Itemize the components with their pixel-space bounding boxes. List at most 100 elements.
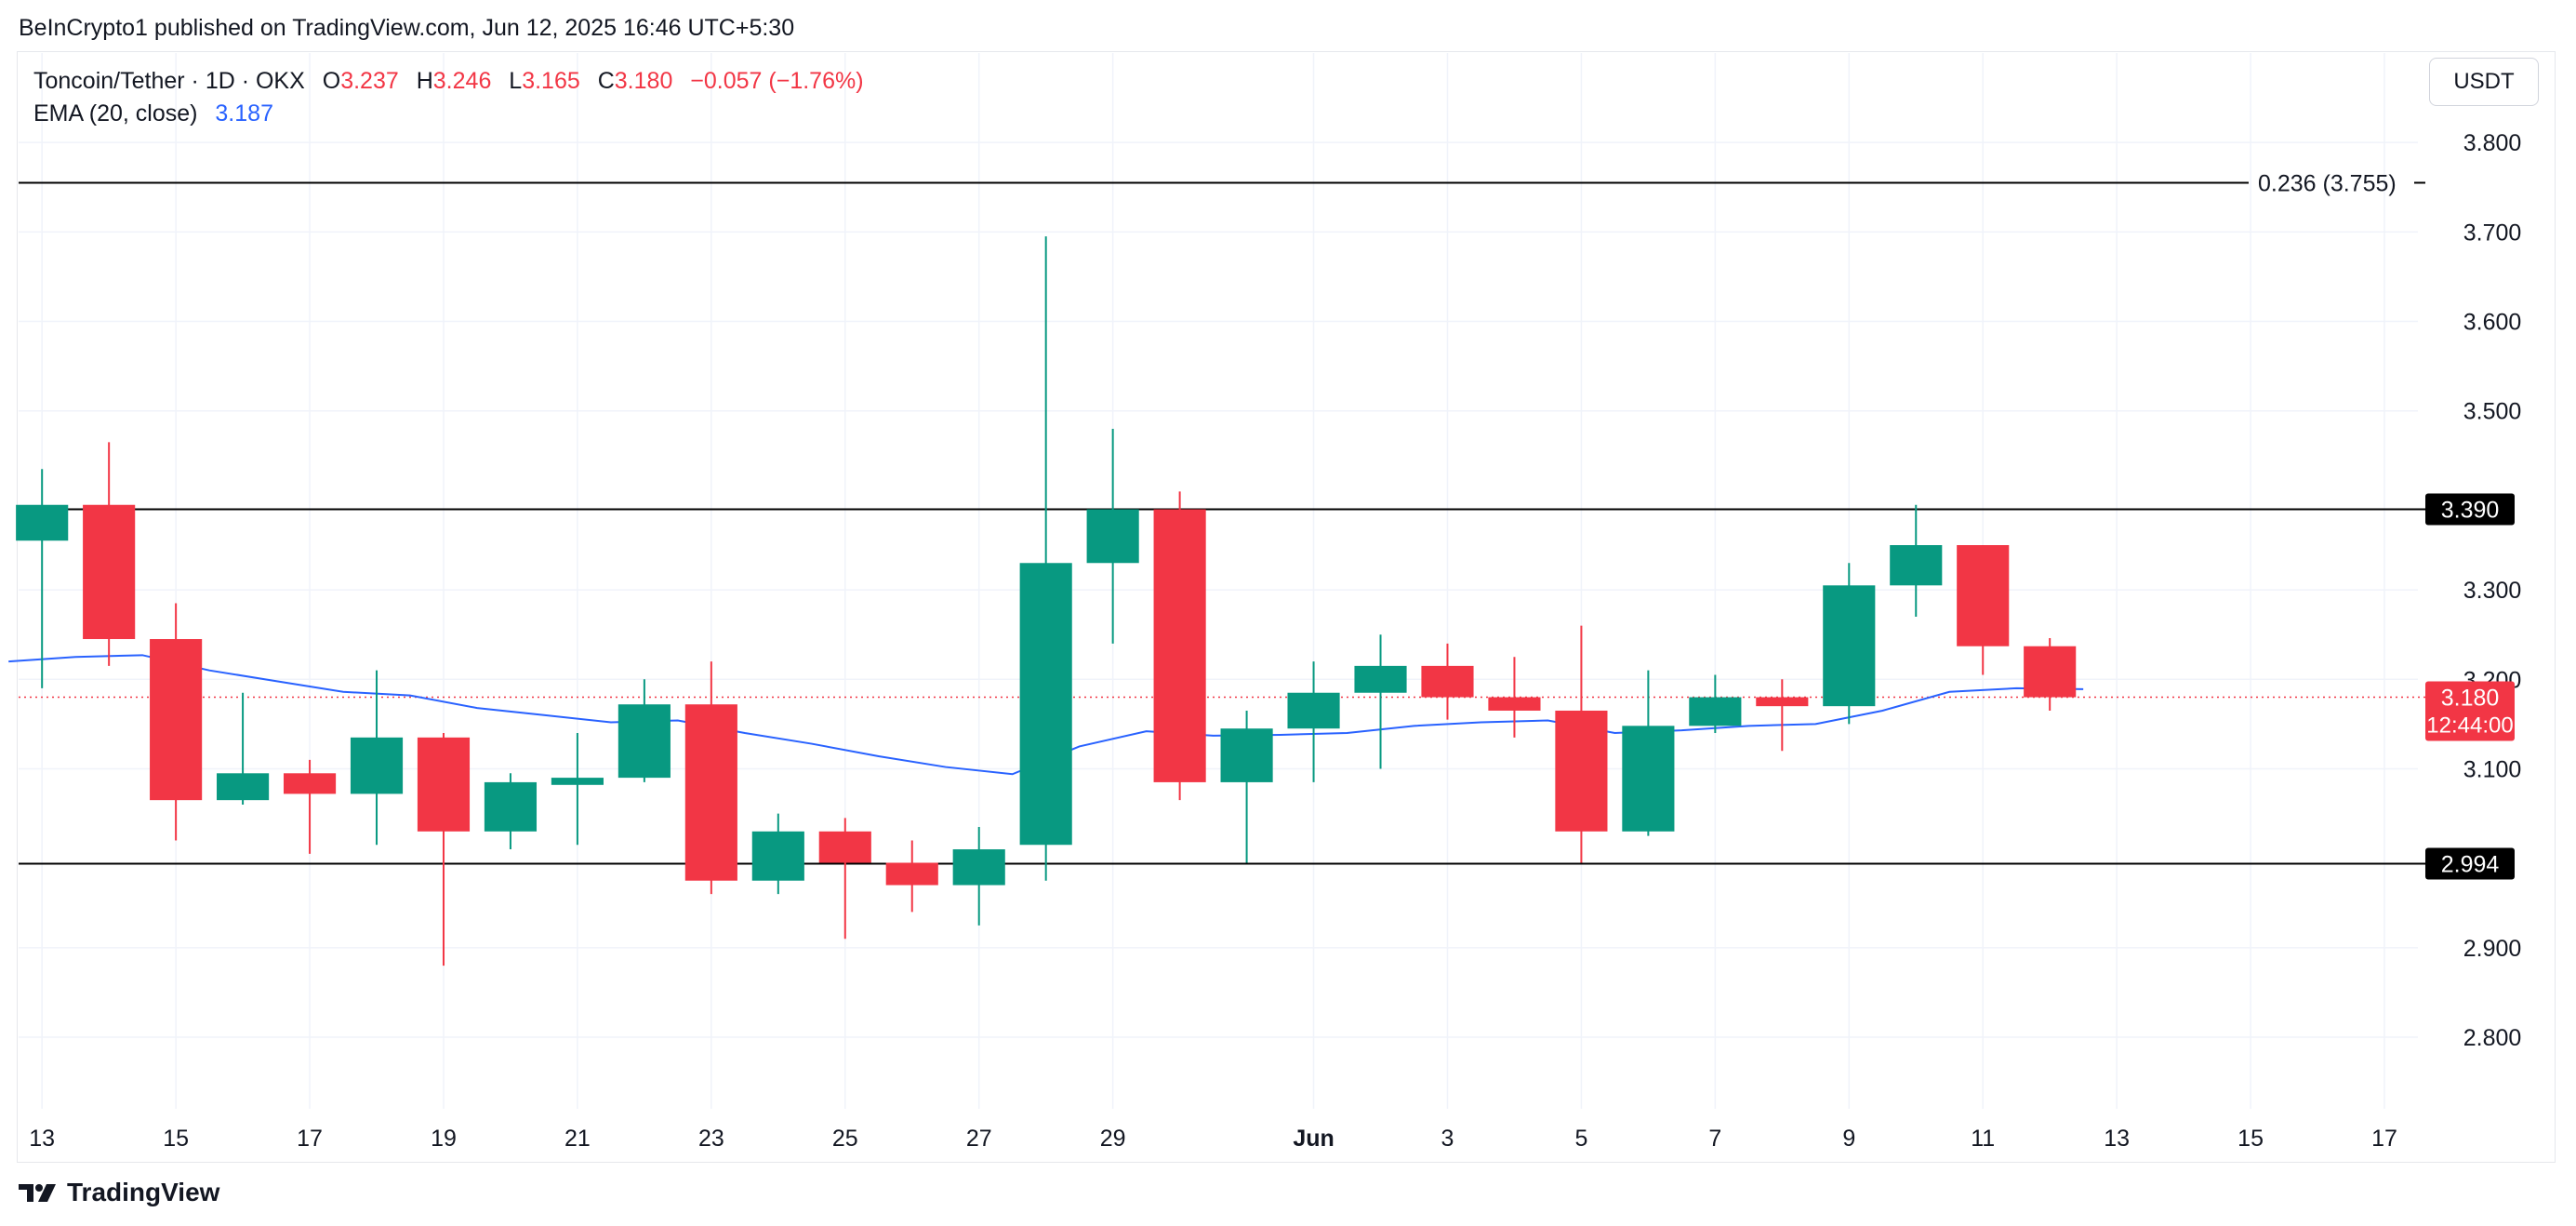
close-key: C: [597, 68, 615, 94]
candle-body: [83, 504, 136, 640]
candle[interactable]: [1622, 670, 1675, 836]
candle[interactable]: [818, 818, 871, 939]
x-tick-label: 5: [1574, 1126, 1587, 1152]
candle-body: [417, 737, 471, 832]
symbol-label[interactable]: Toncoin/Tether · 1D · OKX: [33, 68, 305, 94]
level-price-badge: [2425, 493, 2515, 526]
y-tick-label: 2.800: [2463, 1025, 2522, 1051]
high-key: H: [416, 68, 433, 94]
candle[interactable]: [885, 840, 938, 913]
low-value: 3.165: [522, 68, 580, 94]
level-price-label: 3.390: [2441, 498, 2500, 524]
candle-body: [684, 704, 737, 881]
tradingview-logo[interactable]: TradingView: [19, 1178, 219, 1207]
candle[interactable]: [751, 813, 804, 895]
x-tick-label: 25: [832, 1126, 858, 1152]
candle-body: [1555, 710, 1608, 832]
candle-body: [1756, 697, 1809, 707]
candle[interactable]: [217, 692, 270, 805]
candle[interactable]: [83, 442, 136, 666]
candle-body: [150, 639, 203, 801]
x-tick-label: 13: [29, 1126, 55, 1152]
fib-level-label: 0.236 (3.755): [2258, 170, 2397, 196]
y-tick-label: 3.500: [2463, 399, 2522, 425]
candle-body: [350, 737, 404, 794]
candle[interactable]: [1689, 674, 1742, 734]
x-tick-label: 27: [966, 1126, 992, 1152]
candle-body: [2024, 646, 2077, 698]
legend-ema-row: EMA (20, close) 3.187: [33, 98, 864, 130]
x-tick-label: 7: [1708, 1126, 1721, 1152]
candle[interactable]: [1354, 634, 1407, 769]
candle[interactable]: [684, 661, 737, 895]
x-tick-label: 21: [564, 1126, 591, 1152]
x-tick-label: 17: [2371, 1126, 2397, 1152]
candle[interactable]: [952, 827, 1005, 926]
candle[interactable]: [1287, 661, 1340, 782]
candle-body: [1421, 665, 1474, 698]
candle-body: [551, 778, 604, 785]
candle-body: [484, 781, 538, 832]
candle[interactable]: [1823, 563, 1876, 725]
candle-body: [16, 504, 69, 541]
candle[interactable]: [1019, 236, 1072, 881]
candle-body: [952, 849, 1005, 886]
ema-label[interactable]: EMA (20, close): [33, 100, 198, 127]
candle[interactable]: [150, 603, 203, 841]
y-tick-label: 3.800: [2463, 130, 2522, 156]
candle-body: [1488, 697, 1541, 711]
x-tick-label: Jun: [1293, 1126, 1334, 1152]
candle[interactable]: [1421, 643, 1474, 720]
horizontal-levels: 0.236 (3.755): [19, 170, 2427, 865]
currency-button[interactable]: USDT: [2429, 58, 2539, 106]
tradingview-logo-text: TradingView: [67, 1178, 220, 1206]
candle-body: [217, 773, 270, 801]
candle[interactable]: [1488, 657, 1541, 738]
candle[interactable]: [1153, 491, 1206, 801]
candle-body: [1689, 697, 1742, 726]
candle-body: [283, 773, 337, 794]
candle[interactable]: [1555, 625, 1608, 863]
y-tick-label: 3.700: [2463, 220, 2522, 246]
candle[interactable]: [1890, 504, 1943, 617]
last-price-label: 3.180: [2441, 686, 2500, 712]
x-tick-label: 19: [431, 1126, 457, 1152]
y-tick-label: 3.100: [2463, 756, 2522, 782]
candle[interactable]: [617, 679, 671, 782]
candle-body: [1957, 545, 2010, 646]
bar-countdown-label: 12:44:00: [2426, 713, 2513, 739]
candle[interactable]: [2024, 638, 2077, 711]
candle[interactable]: [551, 733, 604, 846]
candle[interactable]: [16, 469, 69, 688]
level-price-label: 2.994: [2441, 851, 2500, 877]
publisher-line: BeInCrypto1 published on TradingView.com…: [19, 15, 795, 41]
candle[interactable]: [484, 773, 538, 850]
candle-body: [1622, 726, 1675, 832]
time-axis: 13 15 17 19 21 23 25 27 29 Jun 3 5 7 9 11 13 15 17: [29, 1126, 2397, 1152]
candle[interactable]: [1086, 428, 1139, 644]
candle[interactable]: [1957, 545, 2010, 675]
x-tick-label: 15: [163, 1126, 189, 1152]
open-key: O: [322, 68, 341, 94]
candle[interactable]: [1756, 679, 1809, 752]
candle-body: [818, 831, 871, 863]
high-value: 3.246: [432, 68, 492, 94]
candle[interactable]: [283, 759, 337, 854]
candle[interactable]: [1220, 710, 1273, 863]
candle-body: [885, 862, 938, 886]
legend: Toncoin/Tether · 1D · OKX O3.237 H3.246 …: [33, 65, 864, 130]
change-value: −0.057 (−1.76%): [690, 68, 864, 94]
chart-frame: [17, 51, 2556, 1163]
last-price-badge: [2425, 681, 2515, 741]
x-tick-label: 17: [297, 1126, 323, 1152]
x-tick-label: 23: [698, 1126, 724, 1152]
candle[interactable]: [417, 733, 471, 966]
candle-body: [1890, 545, 1943, 586]
x-tick-label: 15: [2237, 1126, 2264, 1152]
candle[interactable]: [350, 670, 404, 846]
price-axis: 2.8002.9003.1003.2003.3003.5003.6003.700…: [2463, 130, 2522, 1051]
x-tick-label: 11: [1971, 1126, 1995, 1152]
ema-value: 3.187: [215, 100, 273, 127]
